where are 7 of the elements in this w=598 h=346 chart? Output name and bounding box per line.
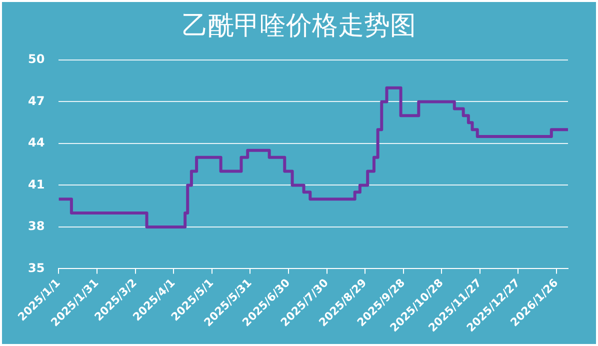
- y-tick-label: 47: [28, 94, 45, 108]
- chart-title: 乙酰甲喹价格走势图: [181, 10, 417, 43]
- y-tick-label: 38: [28, 219, 45, 234]
- y-tick-label: 41: [28, 177, 45, 192]
- y-tick-label: 44: [28, 136, 45, 150]
- y-tick-label: 50: [28, 52, 45, 66]
- y-tick-label: 35: [28, 260, 45, 275]
